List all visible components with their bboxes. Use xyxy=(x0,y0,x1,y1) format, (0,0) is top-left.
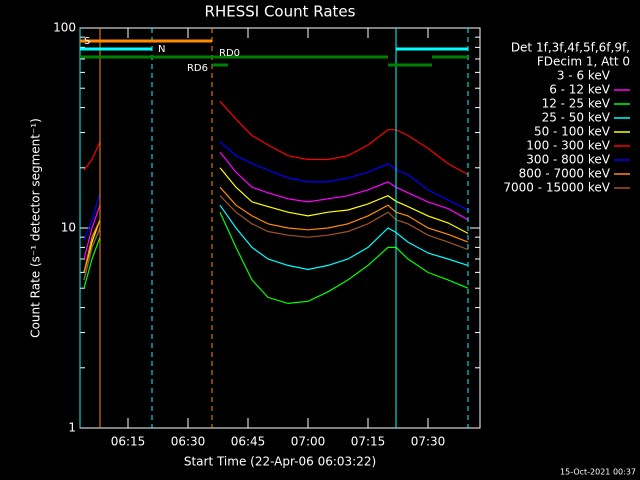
series-line xyxy=(83,167,469,273)
x-tick-label: 06:30 xyxy=(171,435,206,449)
flag-label: N xyxy=(158,44,165,55)
series-line xyxy=(83,151,469,260)
legend-label: 7000 - 15000 keV xyxy=(503,181,610,195)
x-tick-label: 07:30 xyxy=(411,435,446,449)
series-line xyxy=(83,227,469,339)
x-axis-label: Start Time (22-Apr-06 06:03:22) xyxy=(184,455,376,469)
footer: 15-Oct-2021 00:37 xyxy=(560,468,636,477)
x-tick-label: 07:00 xyxy=(291,435,326,449)
series-line xyxy=(83,195,469,281)
x-tick-label: 06:15 xyxy=(111,435,146,449)
series-line xyxy=(83,204,469,281)
legend-label: 300 - 800 keV xyxy=(526,153,610,167)
y-tick-label: 10 xyxy=(61,221,76,235)
legend-label: 800 - 7000 keV xyxy=(519,167,611,181)
plot-frame xyxy=(79,27,481,429)
x-tick-label: 07:15 xyxy=(351,435,386,449)
legend-title: Det 1f,3f,4f,5f,6f,9f, xyxy=(511,41,630,55)
legend-label: 50 - 100 keV xyxy=(534,125,611,139)
legend-label: 6 - 12 keV xyxy=(549,83,611,97)
series-line xyxy=(83,186,469,273)
legend-label: 12 - 25 keV xyxy=(542,97,611,111)
legend-label: 25 - 50 keV xyxy=(542,111,611,125)
series-line xyxy=(83,141,469,241)
legend-title: FDecim 1, Att 0 xyxy=(537,55,630,69)
chart-title: RHESSI Count Rates xyxy=(205,3,356,21)
legend-label: 100 - 300 keV xyxy=(526,139,610,153)
x-tick-label: 06:45 xyxy=(231,435,266,449)
flag-label: S xyxy=(84,36,90,47)
series-line xyxy=(83,211,469,305)
series-line xyxy=(83,100,469,176)
y-tick-label: 1 xyxy=(68,421,76,435)
flag-label: RD0 xyxy=(219,48,240,59)
y-axis-label: Count Rate (s⁻¹ detector segment⁻¹) xyxy=(29,118,43,338)
y-tick-label: 100 xyxy=(53,21,76,35)
flag-label: RD6 xyxy=(187,63,208,74)
legend-label: 3 - 6 keV xyxy=(557,69,611,83)
